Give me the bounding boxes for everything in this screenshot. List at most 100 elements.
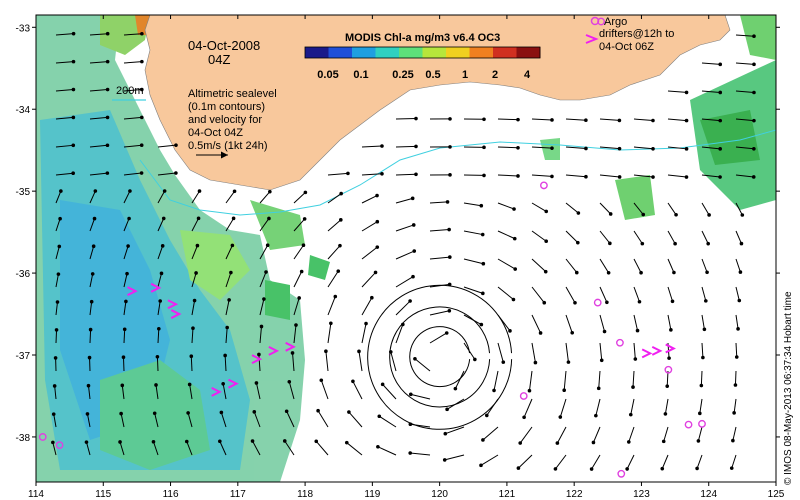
- velocity-arrow: [735, 258, 741, 273]
- argo-float-marker: [540, 181, 548, 190]
- argo-float-marker: [593, 298, 602, 307]
- velocity-arrow-head: [501, 360, 506, 364]
- time-label: 04Z: [208, 52, 230, 67]
- velocity-arrow: [123, 273, 128, 288]
- velocity-arrow: [731, 454, 737, 469]
- velocity-arrow-head: [192, 298, 197, 303]
- velocity-arrow: [123, 61, 142, 64]
- velocity-arrow: [379, 415, 397, 428]
- velocity-arrow: [633, 342, 636, 360]
- velocity-arrow-head: [316, 408, 320, 413]
- velocity-arrow: [531, 174, 552, 177]
- velocity-arrow: [284, 440, 295, 456]
- velocity-arrow: [86, 442, 91, 456]
- velocity-arrow: [122, 357, 125, 372]
- velocity-arrow-head: [339, 218, 343, 222]
- velocity-arrow: [531, 230, 547, 242]
- land-australia: [144, 14, 731, 191]
- velocity-arrow: [259, 326, 262, 344]
- velocity-arrow-head: [542, 300, 547, 305]
- velocity-arrow: [735, 90, 755, 93]
- velocity-arrow: [55, 33, 74, 36]
- eddy-streamline: [367, 284, 513, 430]
- velocity-arrow-head: [162, 189, 167, 193]
- velocity-arrow-head: [492, 388, 496, 393]
- x-tick-label: 124: [700, 489, 717, 500]
- velocity-arrow: [556, 426, 567, 444]
- argo-float-marker: [519, 392, 528, 400]
- velocity-arrow: [463, 258, 484, 265]
- velocity-arrow-head: [599, 358, 604, 363]
- velocity-arrow: [697, 426, 703, 442]
- velocity-arrow-head: [443, 431, 448, 436]
- velocity-arrow: [219, 441, 227, 456]
- velocity-arrow-head: [479, 203, 484, 208]
- drifter-chevron: [641, 348, 653, 359]
- velocity-arrow-head: [118, 440, 122, 444]
- velocity-arrow-head: [661, 439, 666, 444]
- velocity-arrow: [225, 218, 235, 232]
- velocity-arrow: [701, 202, 710, 216]
- velocity-arrow-head: [377, 414, 382, 419]
- velocity-arrow-head: [71, 115, 76, 120]
- velocity-arrow-head: [231, 216, 236, 221]
- velocity-arrow-head: [88, 327, 93, 332]
- velocity-arrow: [320, 380, 329, 400]
- velocity-arrow: [497, 258, 516, 270]
- colorbar-swatch: [493, 47, 517, 58]
- velocity-arrow: [55, 190, 62, 204]
- velocity-arrow: [119, 441, 125, 456]
- velocity-arrow-head: [161, 216, 166, 221]
- velocity-arrow: [667, 118, 687, 122]
- velocity-arrow: [733, 398, 737, 413]
- colorbar-tick-labels: 0.05 0.1 0.25 0.5 1 2 4: [317, 69, 531, 81]
- velocity-arrow-head: [52, 384, 57, 388]
- velocity-arrow: [89, 89, 108, 92]
- velocity-arrow: [633, 174, 654, 178]
- velocity-arrow-head: [57, 244, 62, 249]
- velocity-arrow-head: [733, 383, 738, 387]
- velocity-arrow-head: [555, 441, 560, 445]
- chlorophyll-colorbar: [304, 46, 541, 59]
- velocity-arrow-head: [448, 145, 452, 149]
- velocity-arrow: [701, 62, 721, 65]
- velocity-arrow: [89, 116, 108, 120]
- velocity-arrow: [123, 89, 142, 92]
- velocity-arrow-head: [576, 240, 580, 245]
- velocity-arrow-head: [738, 270, 743, 274]
- drifter-chevron: [285, 341, 296, 352]
- velocity-arrow-head: [635, 328, 640, 333]
- velocity-arrow-head: [550, 174, 554, 179]
- velocity-arrow-head: [718, 90, 723, 95]
- velocity-arrow: [327, 193, 342, 204]
- velocity-arrow-head: [152, 411, 157, 416]
- y-tick-label: -37: [16, 351, 31, 362]
- velocity-arrow: [55, 329, 58, 344]
- velocity-arrow-head: [544, 209, 549, 214]
- velocity-arrow-head: [538, 331, 543, 335]
- velocity-arrow: [518, 454, 533, 469]
- velocity-arrow-head: [608, 241, 612, 246]
- velocity-arrow-head: [718, 118, 723, 123]
- velocity-arrow-head: [91, 244, 96, 249]
- velocity-arrow-head: [93, 189, 98, 193]
- argo-float-marker: [38, 433, 47, 441]
- drifter-chevron: [150, 282, 162, 293]
- velocity-arrow: [632, 370, 635, 388]
- velocity-arrow: [591, 454, 601, 470]
- velocity-arrow-head: [481, 438, 485, 442]
- velocity-arrow: [156, 356, 159, 372]
- velocity-arrow: [187, 412, 193, 428]
- velocity-arrow-head: [225, 325, 229, 330]
- colorbar-tick: 0.05: [317, 69, 338, 81]
- velocity-arrow-head: [512, 207, 516, 211]
- velocity-arrow: [157, 218, 165, 232]
- velocity-arrow: [259, 191, 271, 204]
- velocity-arrow-head: [718, 62, 723, 67]
- velocity-arrow: [120, 413, 125, 428]
- velocity-arrow-head: [339, 191, 343, 196]
- colorbar-swatch: [399, 47, 423, 58]
- velocity-arrow-head: [731, 438, 735, 443]
- velocity-arrow: [361, 246, 378, 260]
- velocity-arrow: [563, 370, 567, 391]
